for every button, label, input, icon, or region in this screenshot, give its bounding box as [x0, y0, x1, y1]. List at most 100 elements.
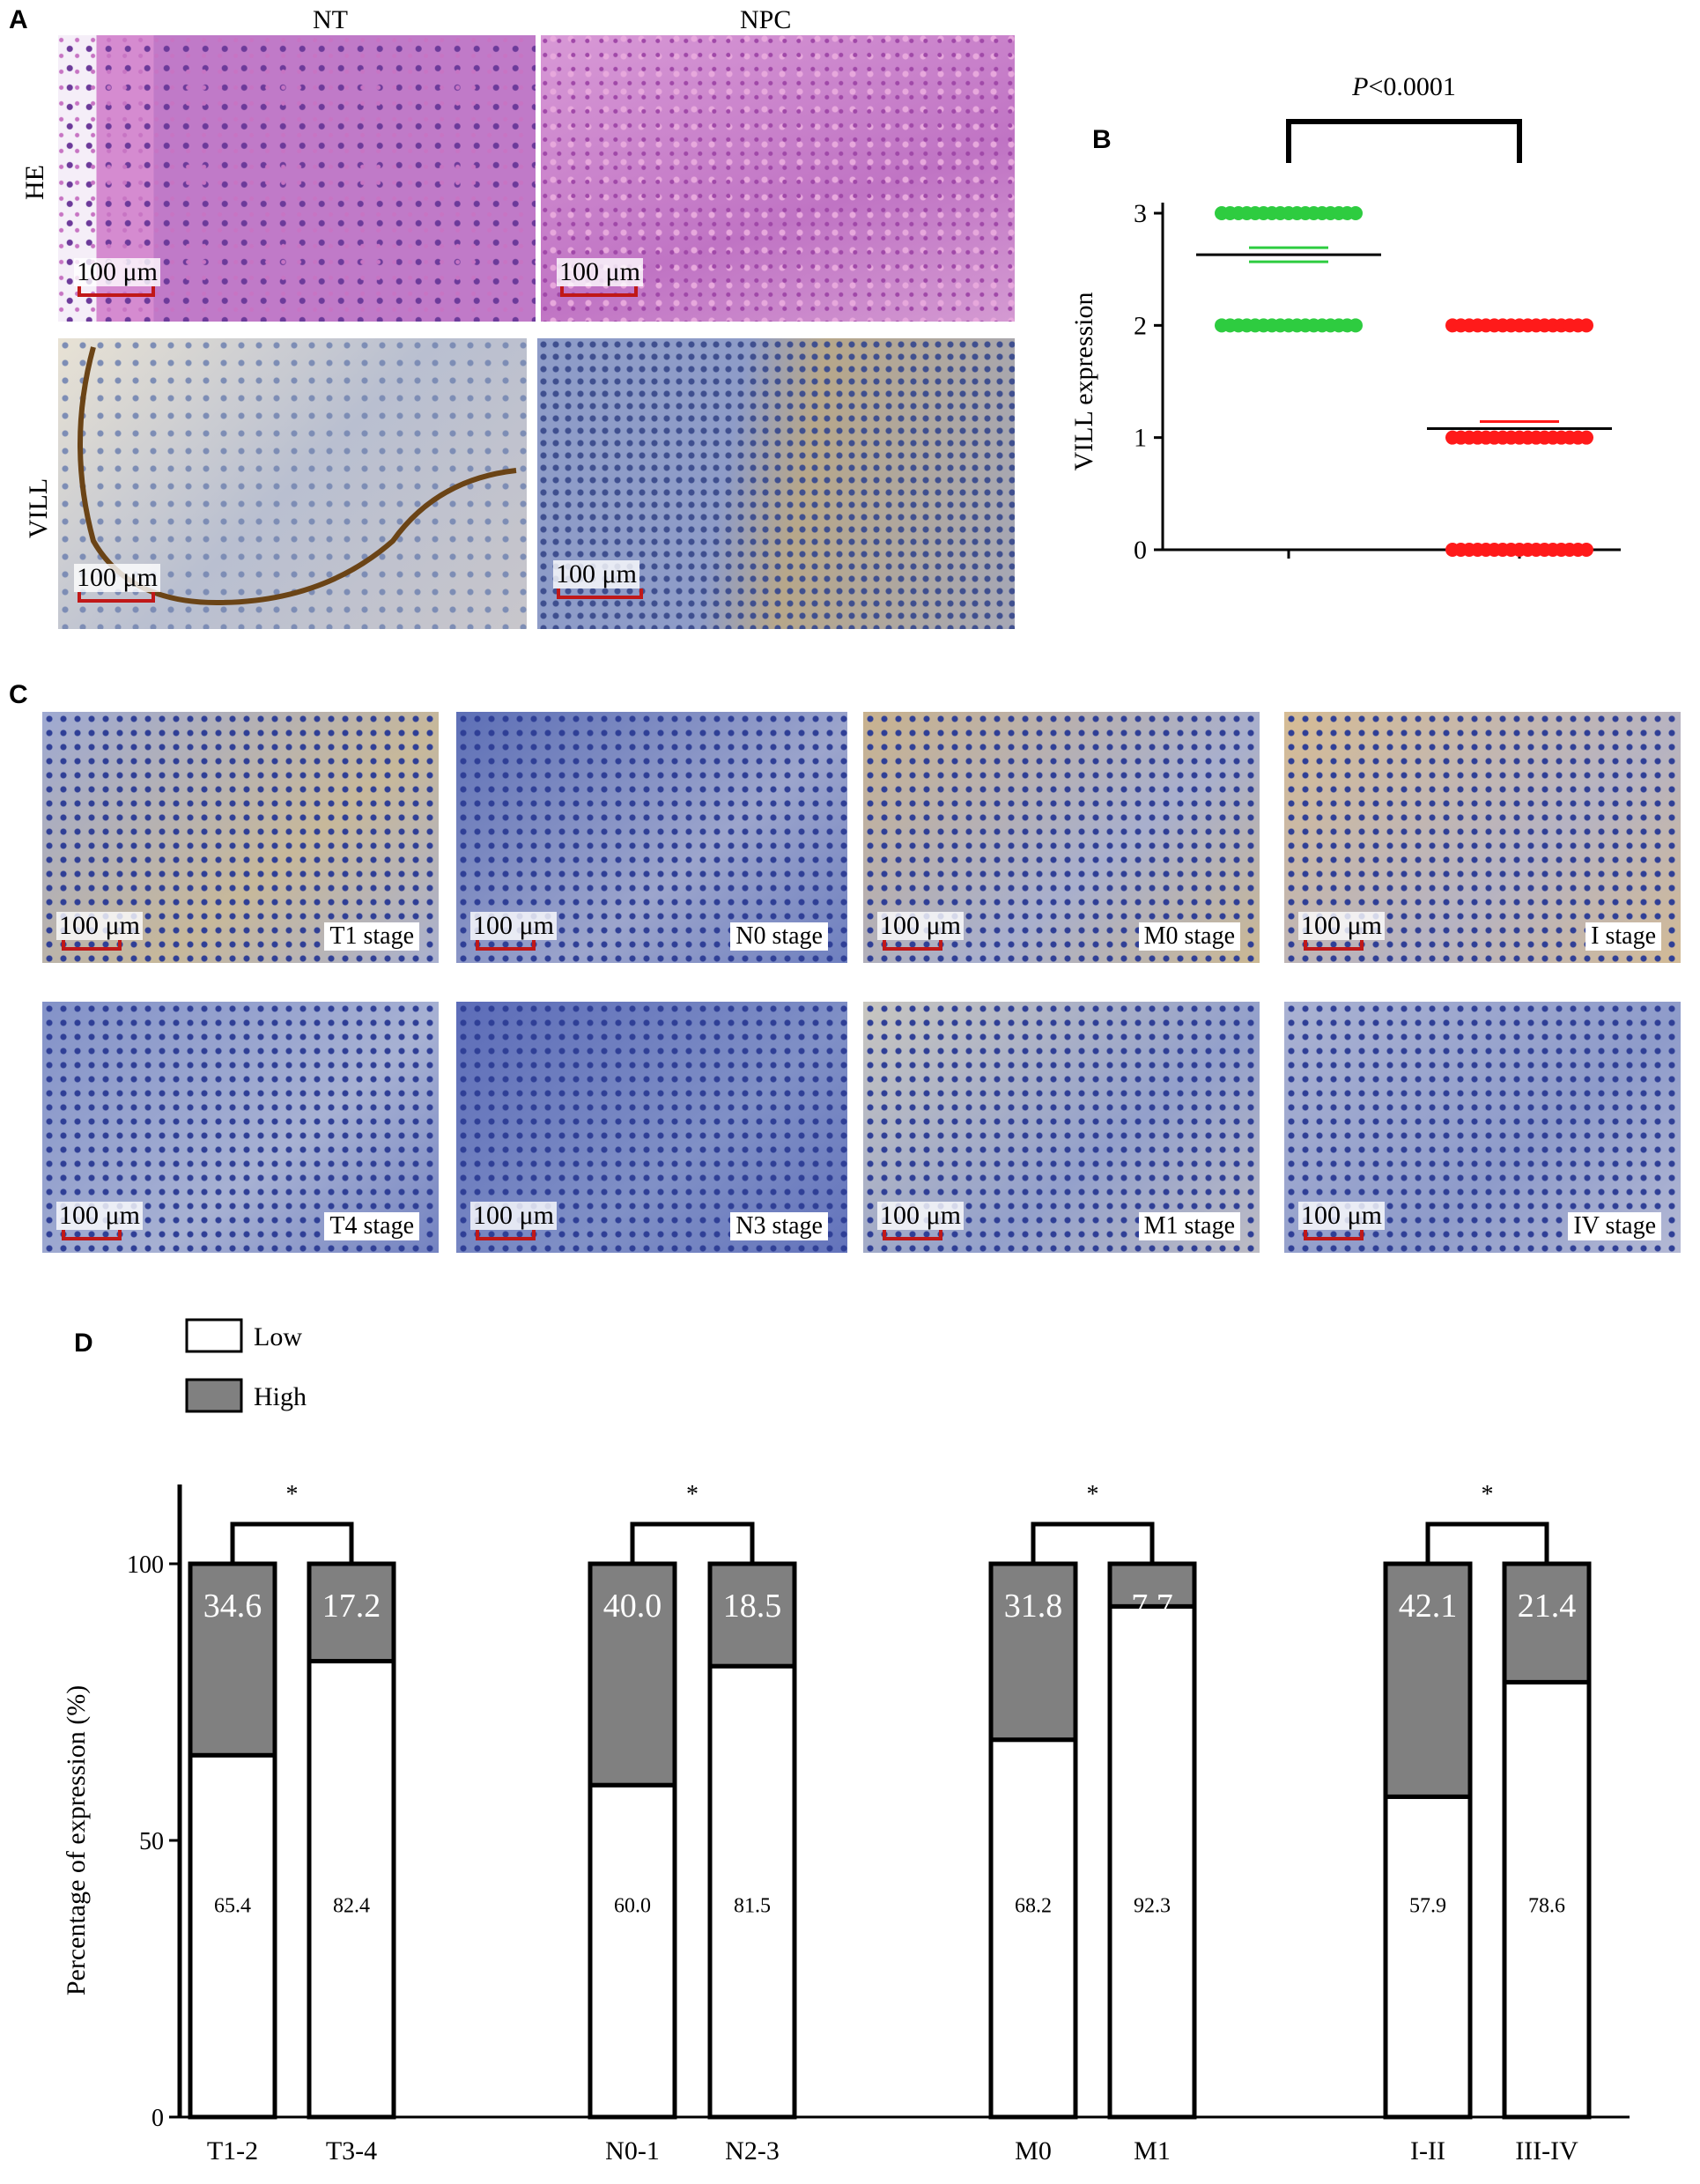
- scale-bar-line: [560, 286, 638, 297]
- he-npc-micrograph: 100 μm: [541, 35, 1015, 322]
- stage-label: N0 stage: [730, 922, 828, 951]
- scale-bar-line: [883, 940, 942, 951]
- membrane-stain-line: [78, 346, 517, 606]
- bar-low: [1107, 1603, 1197, 2120]
- legend-label-high: High: [254, 1382, 307, 1411]
- bar-high: [307, 1561, 396, 1664]
- y-tick-label: 50: [139, 1828, 164, 1855]
- y-tick-label: 100: [127, 1551, 164, 1579]
- bar-high: [588, 1561, 677, 1788]
- bar-high: [707, 1561, 797, 1669]
- high-value-label: 31.8: [1004, 1588, 1063, 1625]
- bar-low: [988, 1737, 1078, 2120]
- significance-bracket: [1286, 119, 1522, 163]
- scale-bar-line: [1304, 940, 1364, 951]
- significance-star: *: [686, 1481, 698, 1508]
- low-value-label: 92.3: [1134, 1895, 1171, 1918]
- col-header-nt: NT: [313, 5, 348, 34]
- scale-bar-label: 100 μm: [56, 1202, 143, 1230]
- scale-bar-label: 100 μm: [1298, 912, 1385, 940]
- panel-b-letter: B: [1092, 125, 1112, 154]
- scale-bar-label: 100 μm: [1298, 1202, 1385, 1230]
- stage-micrograph: 100 μm M0 stage: [863, 712, 1260, 963]
- low-value-label: 57.9: [1409, 1895, 1446, 1918]
- stage-label: I stage: [1585, 922, 1661, 951]
- data-point: [1579, 543, 1593, 557]
- scale-bar-label: 100 μm: [470, 912, 557, 940]
- significance-star: *: [286, 1481, 299, 1508]
- scale-bar-line: [476, 940, 536, 951]
- scale-bar-line: [78, 286, 155, 297]
- high-value-label: 17.2: [322, 1588, 381, 1625]
- stage-micrograph: 100 μm M1 stage: [863, 1002, 1260, 1253]
- scale-bar-label: 100 μm: [877, 1202, 964, 1230]
- data-point: [1349, 206, 1363, 220]
- low-value-label: 60.0: [614, 1895, 651, 1918]
- legend-swatch-low: [185, 1318, 243, 1353]
- legend-label-low: Low: [254, 1322, 302, 1351]
- he-nt-micrograph: 100 μm: [58, 35, 536, 322]
- y-tick-label: 1: [1134, 424, 1147, 453]
- stage-micrograph: 100 μm T4 stage: [42, 1002, 439, 1253]
- category-label: M0: [1015, 2136, 1052, 2165]
- y-tick-label: 0: [152, 2105, 164, 2132]
- stage-label: T4 stage: [324, 1212, 419, 1240]
- vill-expression-scatter: VILL expression 0 1 2 3 P<0.0001: [1069, 72, 1621, 565]
- bar-low: [588, 1782, 677, 2120]
- stage-label: M0 stage: [1138, 922, 1240, 951]
- scale-bar-label: 100 μm: [74, 258, 160, 286]
- data-point: [1349, 318, 1363, 333]
- stage-micrograph: 100 μm N0 stage: [456, 712, 847, 963]
- scale-bar-label: 100 μm: [557, 258, 643, 286]
- scale-bar-line: [557, 589, 643, 599]
- category-label: III-IV: [1515, 2136, 1578, 2165]
- bar-high: [1383, 1561, 1473, 1799]
- scale-bar-line: [62, 1230, 122, 1240]
- stage-label: IV stage: [1568, 1212, 1661, 1240]
- category-label: I-II: [1410, 2136, 1445, 2165]
- panel-c-letter: C: [9, 680, 28, 709]
- category-label: T3-4: [326, 2136, 377, 2165]
- bar-low: [707, 1663, 797, 2120]
- p-value-label: P<0.0001: [1351, 72, 1456, 101]
- col-header-npc: NPC: [740, 5, 792, 34]
- category-label: M1: [1134, 2136, 1171, 2165]
- stage-micrograph: 100 μm I stage: [1284, 712, 1681, 963]
- scale-bar-label: 100 μm: [877, 912, 964, 940]
- stage-micrograph: 100 μm IV stage: [1284, 1002, 1681, 1253]
- panel-d-letter: D: [74, 1329, 93, 1358]
- stage-micrograph-grid: 100 μm T1 stage 100 μm N0 stage 100 μm M0 sta…: [42, 712, 1681, 1253]
- y-axis-label: VILL expression: [1069, 292, 1098, 471]
- stage-label: M1 stage: [1138, 1212, 1240, 1240]
- stage-micrograph: 100 μm T1 stage: [42, 712, 439, 963]
- stage-label: T1 stage: [324, 922, 419, 951]
- data-point: [1579, 430, 1593, 445]
- panel-a-letter: A: [9, 5, 28, 34]
- low-value-label: 78.6: [1528, 1895, 1565, 1918]
- scale-bar-line: [476, 1230, 536, 1240]
- high-value-label: 42.1: [1399, 1588, 1458, 1625]
- bar-high: [1107, 1561, 1197, 1609]
- high-value-label: 18.5: [723, 1588, 782, 1625]
- low-value-label: 81.5: [734, 1895, 771, 1918]
- high-value-label: 40.0: [603, 1588, 662, 1625]
- high-value-label: 21.4: [1518, 1588, 1577, 1625]
- vill-nt-micrograph: 100 μm: [58, 338, 527, 629]
- significance-bracket: [230, 1521, 354, 1564]
- significance-star: *: [1482, 1481, 1494, 1508]
- scale-bar-line: [78, 592, 155, 603]
- bar-low: [1383, 1794, 1473, 2120]
- bar-low: [188, 1752, 277, 2120]
- bar-low: [1502, 1679, 1592, 2120]
- y-tick-label: 3: [1134, 199, 1147, 228]
- high-value-label: 7.7: [1131, 1588, 1173, 1625]
- scale-bar-line: [62, 940, 122, 951]
- scale-bar-label: 100 μm: [553, 560, 639, 589]
- data-point: [1579, 318, 1593, 333]
- category-label: T1-2: [207, 2136, 258, 2165]
- low-value-label: 68.2: [1015, 1895, 1052, 1918]
- stage-micrograph: 100 μm N3 stage: [456, 1002, 847, 1253]
- stacked-bar-chart: Low High Percentage of expression (%) 0 50 10…: [62, 1318, 1630, 2165]
- vill-npc-micrograph: 100 μm: [537, 338, 1015, 629]
- significance-bracket: [1031, 1521, 1155, 1564]
